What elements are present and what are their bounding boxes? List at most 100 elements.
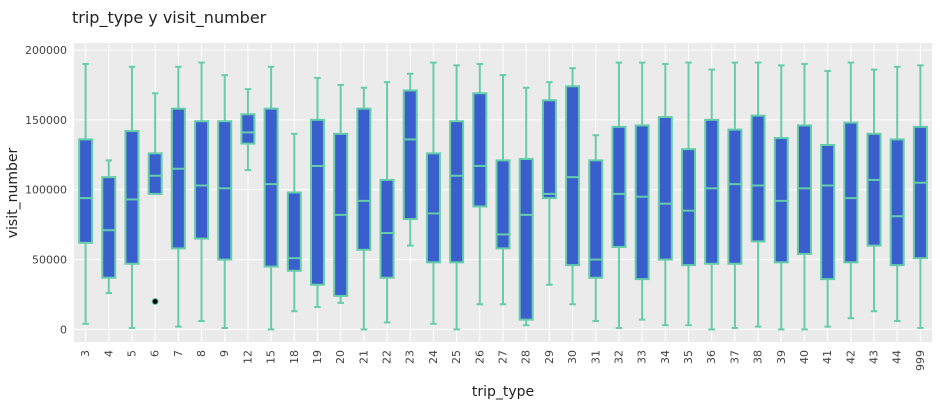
x-tick-label: 21 [357, 350, 370, 364]
iqr-box [379, 178, 395, 279]
box-group [611, 61, 627, 330]
x-tick-label: 22 [381, 350, 394, 364]
box-group [704, 68, 720, 331]
iqr-box [565, 85, 581, 267]
y-tick-label: 0 [60, 323, 67, 336]
x-tick-label: 18 [288, 350, 301, 364]
box-group [194, 61, 210, 323]
x-tick-label: 7 [172, 350, 185, 357]
iqr-box [541, 99, 557, 200]
x-tick-label: 23 [404, 350, 417, 364]
iqr-box [425, 152, 441, 264]
iqr-box [866, 132, 882, 247]
iqr-box [124, 130, 140, 265]
iqr-box [449, 120, 465, 264]
box-group [425, 61, 441, 325]
x-tick-label: 19 [311, 350, 324, 364]
box-group [379, 81, 395, 324]
iqr-box [263, 107, 279, 268]
box-group [472, 62, 488, 306]
box-group [170, 65, 186, 328]
x-tick-label: 28 [520, 350, 533, 364]
box-group [541, 81, 557, 286]
box-group [101, 159, 117, 295]
x-tick-label: 43 [868, 350, 881, 364]
x-tick-label: 3 [79, 350, 92, 357]
x-tick-label: 31 [589, 350, 602, 364]
x-tick-label: 999 [914, 350, 927, 371]
box-group [240, 88, 256, 172]
box-group [750, 61, 766, 328]
box-group [309, 76, 325, 309]
iqr-box [309, 118, 325, 286]
box-group [124, 65, 140, 330]
box-group [147, 92, 163, 305]
x-tick-label: 42 [844, 350, 857, 364]
box-group [495, 74, 511, 306]
x-tick-label: 32 [612, 350, 625, 364]
outlier-point [151, 297, 159, 305]
x-tick-label: 29 [543, 350, 556, 364]
x-axis-ticks: 3 4 5 6 7 8 9 12 15 18 19 20 21 22 23 24 25 26 27 28 29 30 31 3… [79, 350, 927, 371]
box-group [727, 61, 743, 330]
x-tick-label: 40 [798, 350, 811, 364]
box-group [634, 61, 650, 321]
box-group [773, 64, 789, 331]
y-tick-label: 150000 [25, 114, 67, 127]
box-group [402, 72, 418, 247]
box-group [286, 132, 302, 313]
box-group [263, 65, 279, 331]
iqr-box [889, 138, 905, 267]
box-group [565, 67, 581, 306]
y-axis-ticks: 0 50000 100000 150000 200000 [25, 44, 67, 336]
box-group [889, 65, 905, 323]
box-group [333, 83, 349, 304]
box-group [912, 64, 928, 330]
box-group [796, 62, 812, 331]
y-tick-label: 50000 [32, 254, 67, 267]
y-tick-label: 200000 [25, 44, 67, 57]
x-tick-label: 6 [149, 350, 162, 357]
boxes [78, 61, 928, 331]
chart-title: trip_type y visit_number [72, 8, 267, 28]
x-tick-label: 36 [705, 350, 718, 364]
box-group [356, 86, 372, 331]
iqr-box [611, 125, 627, 248]
x-tick-label: 33 [636, 350, 649, 364]
box-group [78, 62, 94, 325]
x-tick-label: 24 [427, 350, 440, 364]
x-tick-label: 25 [450, 350, 463, 364]
x-tick-label: 27 [497, 350, 510, 364]
x-tick-label: 26 [473, 350, 486, 364]
x-tick-label: 35 [682, 350, 695, 364]
box-group [518, 86, 534, 327]
box-group [449, 64, 465, 331]
iqr-box [78, 138, 94, 244]
y-axis-title: visit_number [5, 148, 21, 239]
y-tick-label: 100000 [25, 184, 67, 197]
iqr-box [402, 89, 418, 221]
iqr-box [170, 107, 186, 250]
iqr-box [495, 159, 511, 250]
iqr-box [472, 92, 488, 208]
box-group [217, 74, 233, 330]
iqr-box [843, 121, 859, 264]
x-tick-label: 38 [752, 350, 765, 364]
iqr-box [147, 152, 163, 195]
x-tick-label: 30 [566, 350, 579, 364]
x-tick-label: 9 [218, 350, 231, 357]
x-tick-label: 39 [775, 350, 788, 364]
x-tick-label: 37 [728, 350, 741, 364]
box-group [588, 134, 604, 323]
iqr-box [286, 191, 302, 272]
iqr-box [912, 125, 928, 260]
iqr-box [101, 176, 117, 279]
x-tick-label: 44 [891, 350, 904, 364]
x-tick-label: 41 [821, 350, 834, 364]
box-group [866, 68, 882, 313]
x-tick-label: 8 [195, 350, 208, 357]
x-axis-title: trip_type [472, 384, 534, 400]
iqr-box [634, 124, 650, 281]
